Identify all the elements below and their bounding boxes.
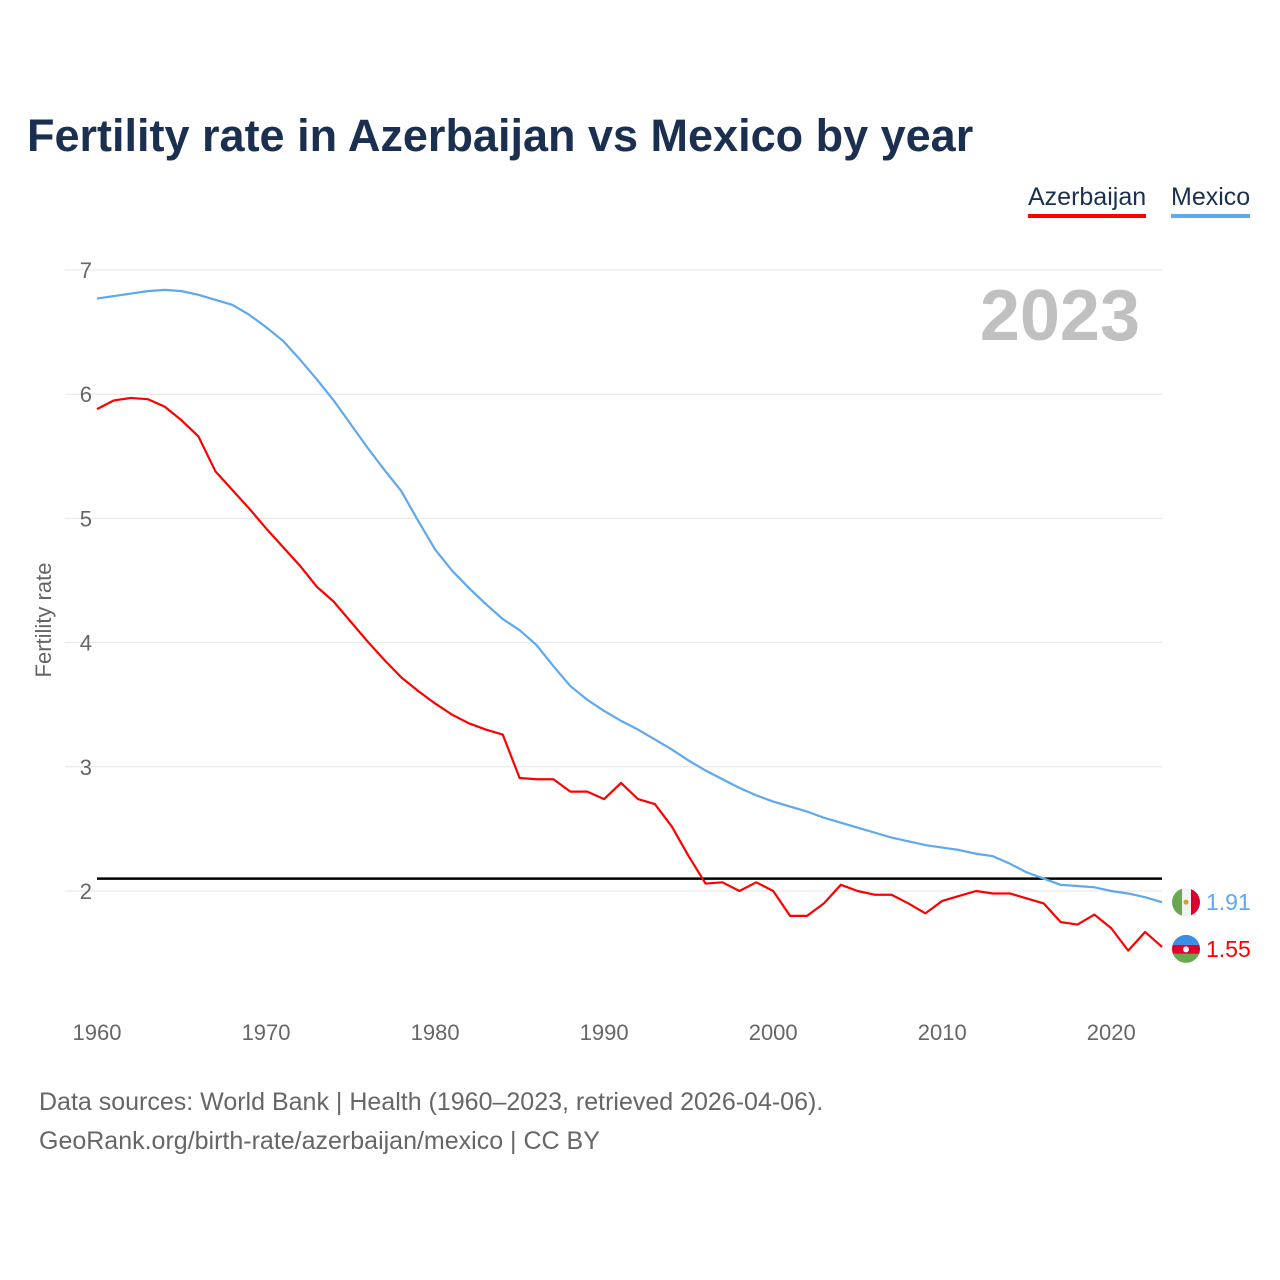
y-tick-label: 2 — [80, 879, 92, 904]
y-tick-label: 4 — [80, 631, 92, 656]
legend-item-azerbaijan[interactable]: Azerbaijan — [1028, 183, 1147, 218]
x-tick-label: 1980 — [411, 1020, 460, 1045]
flag-stripe — [1172, 953, 1200, 963]
x-tick-label: 1970 — [242, 1020, 291, 1045]
y-axis-label: Fertility rate — [31, 563, 56, 678]
end-value-label: 1.91 — [1206, 889, 1251, 915]
flag-stripe — [1172, 888, 1182, 917]
footer-link[interactable]: GeoRank.org/birth-rate/azerbaijan/mexico… — [39, 1127, 600, 1155]
y-tick-label: 3 — [80, 755, 92, 780]
y-tick-label: 7 — [80, 258, 92, 283]
year-watermark: 2023 — [980, 276, 1140, 356]
x-tick-label: 1990 — [580, 1020, 629, 1045]
flag-stripe — [1172, 934, 1200, 945]
series-line-azerbaijan — [96, 396, 1163, 952]
x-tick-label: 2010 — [918, 1020, 967, 1045]
footer-sources: Data sources: World Bank | Health (1960–… — [39, 1088, 824, 1116]
end-value-label: 1.55 — [1206, 936, 1251, 962]
flag-crescent — [1183, 946, 1189, 953]
x-tick-label: 2000 — [749, 1020, 798, 1045]
flag-stripe — [1191, 888, 1200, 917]
y-tick-label: 5 — [80, 506, 92, 531]
chart-title: Fertility rate in Azerbaijan vs Mexico b… — [27, 110, 974, 161]
x-tick-label: 1960 — [73, 1020, 122, 1045]
series-line-mexico — [96, 288, 1163, 904]
x-tick-label: 2020 — [1087, 1020, 1136, 1045]
mexico-flag-icon — [1172, 888, 1200, 917]
legend-item-mexico[interactable]: Mexico — [1171, 183, 1251, 218]
y-tick-label: 6 — [80, 382, 92, 407]
flag-emblem — [1183, 899, 1189, 905]
azerbaijan-flag-icon — [1172, 934, 1200, 963]
